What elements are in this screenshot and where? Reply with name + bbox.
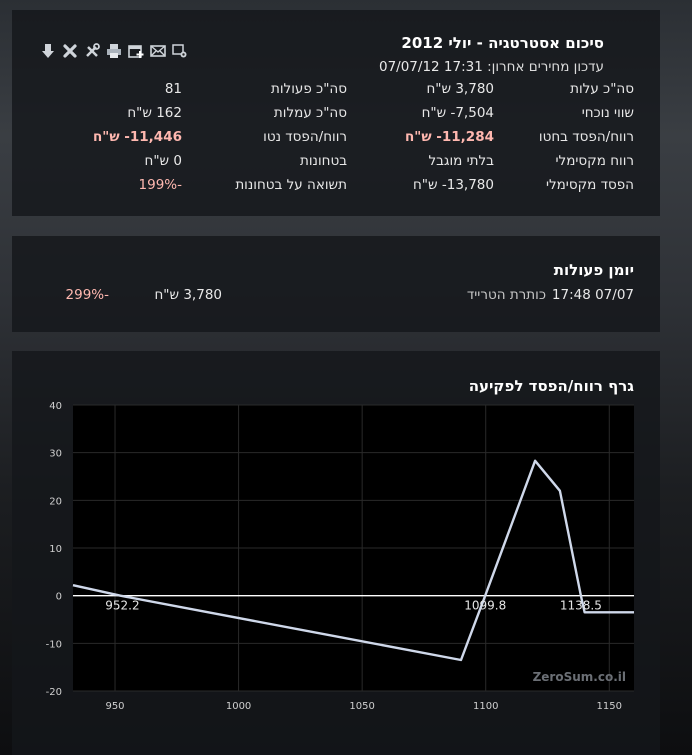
- pnl-chart[interactable]: 40 30 20 10 0 -10 -20 950 1000 1050 1100 1150 952.2 1…: [36, 400, 656, 720]
- current-value-value: 7,504- ש"ח: [421, 105, 494, 121]
- add-window-icon[interactable]: [126, 42, 145, 59]
- x-tick-label: 1050: [349, 701, 374, 712]
- settings-gear-icon[interactable]: [170, 42, 189, 59]
- zerosum-watermark: ZeroSum.co.il: [533, 670, 626, 684]
- pnl-chart-svg: 40 30 20 10 0 -10 -20 950 1000 1050 1100 1150 952.2 1…: [46, 401, 634, 712]
- net-pnl-label: רווח/הפסד נטו: [263, 129, 347, 145]
- pnl-series-line: [72, 459, 634, 662]
- net-pnl-value: 11,446- ש"ח: [93, 129, 182, 145]
- y-tick-label: -10: [46, 639, 62, 650]
- return-on-collateral-label: תשואה על בטחונות: [235, 177, 347, 193]
- breakeven-label: 1099.8: [464, 599, 506, 613]
- max-profit-value: בלתי מוגבל: [428, 153, 494, 169]
- action-journal-panel: יומן פעולות 07/07 17:48 כותרת הטרייד 3,7…: [12, 236, 660, 332]
- y-tick-label: 0: [56, 592, 62, 603]
- last-update-label: עדכון מחירים אחרון:: [487, 59, 604, 75]
- y-tick-label: 20: [49, 496, 62, 507]
- x-tick-label: 950: [105, 701, 124, 712]
- total-cost-label: סה"כ עלות: [570, 81, 634, 97]
- toolbar: [38, 42, 189, 59]
- last-update-value: 17:31 07/07/12: [378, 59, 483, 75]
- total-actions-label: סה"כ פעולות: [270, 81, 347, 97]
- gross-pnl-value: 11,284- ש"ח: [405, 129, 494, 145]
- x-tick-label: 1000: [226, 701, 251, 712]
- breakeven-label: 1138.5: [560, 599, 602, 613]
- x-tick-label: 1100: [473, 701, 498, 712]
- breakeven-label: 952.2: [105, 599, 139, 613]
- journal-title: יומן פעולות: [553, 261, 634, 279]
- y-tick-label: 10: [49, 544, 62, 555]
- tools-icon[interactable]: [82, 42, 101, 59]
- journal-row-percent: -299%: [65, 287, 109, 303]
- x-tick-label: 1150: [597, 701, 622, 712]
- mail-icon[interactable]: [148, 42, 167, 59]
- total-fees-value: 162 ש"ח: [127, 105, 182, 121]
- total-fees-label: סה"כ עמלות: [273, 105, 347, 121]
- current-value-label: שווי נוכחי: [581, 105, 634, 121]
- close-x-icon[interactable]: [60, 42, 79, 59]
- chart-title: גרף רווח/הפסד לפקיעה: [468, 377, 634, 395]
- last-update: עדכון מחירים אחרון: 17:31 07/07/12: [379, 59, 604, 75]
- total-cost-value: 3,780 ש"ח: [426, 81, 494, 97]
- max-loss-label: הפסד מקסימלי: [545, 177, 634, 193]
- y-tick-label: 30: [49, 449, 62, 460]
- return-on-collateral-value: -199%: [138, 177, 182, 193]
- download-icon[interactable]: [38, 42, 57, 59]
- y-tick-label: -20: [46, 687, 62, 698]
- collateral-value: 0 ש"ח: [144, 153, 182, 169]
- journal-row-amount: 3,780 ש"ח: [154, 287, 222, 303]
- gross-pnl-label: רווח/הפסד בחטו: [538, 129, 634, 145]
- strategy-title: סיכום אסטרטגיה - יולי 2012: [401, 34, 604, 52]
- journal-row-description: כותרת הטרייד: [466, 287, 546, 303]
- total-actions-value: 81: [164, 81, 182, 97]
- max-profit-label: רווח מקסימלי: [555, 153, 634, 169]
- max-loss-value: 13,780- ש"ח: [412, 177, 494, 193]
- collateral-label: בטחונות: [299, 153, 347, 169]
- journal-row-time: 07/07 17:48: [551, 287, 634, 303]
- strategy-summary-panel: סיכום אסטרטגיה - יולי 2012 עדכון מחירים …: [12, 10, 660, 216]
- y-tick-label: 40: [49, 401, 62, 412]
- printer-icon[interactable]: [104, 42, 123, 59]
